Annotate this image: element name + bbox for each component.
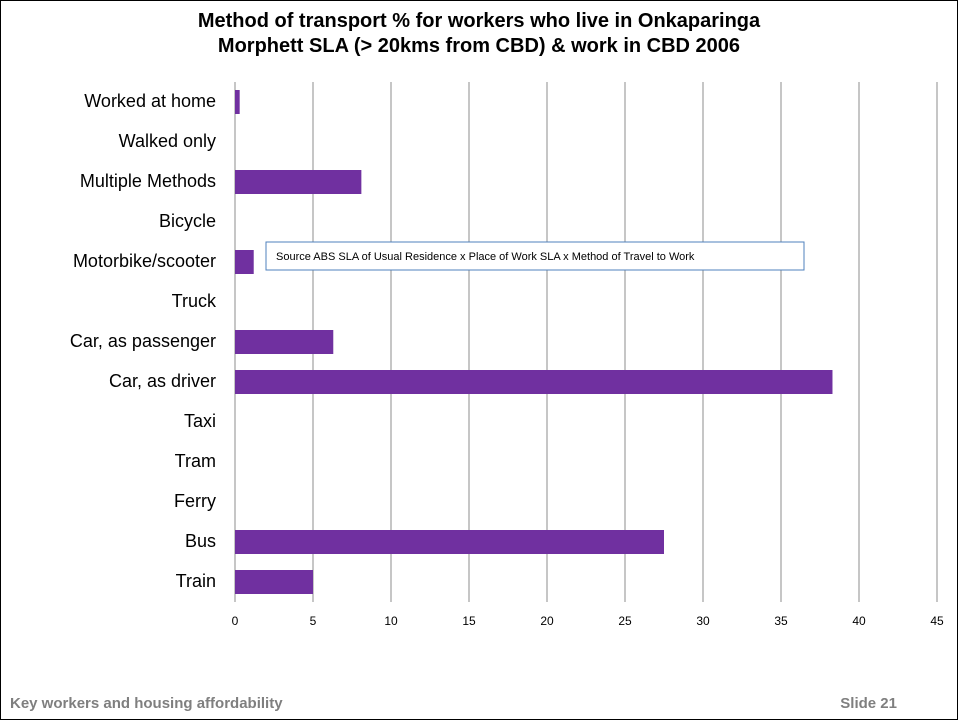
x-tick-label: 35 bbox=[774, 614, 788, 628]
chart-title: Method of transport % for workers who li… bbox=[198, 10, 761, 57]
y-tick-label: Motorbike/scooter bbox=[73, 251, 216, 271]
x-tick-label: 40 bbox=[852, 614, 866, 628]
x-tick-label: 15 bbox=[462, 614, 476, 628]
x-tick-label: 25 bbox=[618, 614, 632, 628]
y-tick-label: Walked only bbox=[119, 131, 216, 151]
annotation-box bbox=[265, 241, 805, 271]
y-tick-label: Taxi bbox=[184, 411, 216, 431]
x-tick-label: 0 bbox=[232, 614, 239, 628]
bar bbox=[235, 530, 664, 554]
x-tick-label: 45 bbox=[930, 614, 944, 628]
annotation: Source ABS SLA of Usual Residence x Plac… bbox=[276, 251, 695, 263]
footer-left: Key workers and housing affordability bbox=[10, 695, 283, 712]
y-tick-label: Car, as passenger bbox=[70, 331, 216, 351]
bar bbox=[235, 170, 362, 194]
y-tick-label: Ferry bbox=[174, 491, 216, 511]
footer-right: Slide 21 bbox=[840, 695, 897, 712]
y-tick-label: Bus bbox=[185, 531, 216, 551]
bar bbox=[235, 570, 313, 594]
y-tick-label: Car, as driver bbox=[109, 371, 216, 391]
y-tick-label: Worked at home bbox=[84, 91, 216, 111]
y-tick-label: Multiple Methods bbox=[80, 171, 216, 191]
x-tick-label: 30 bbox=[696, 614, 710, 628]
bar bbox=[235, 370, 833, 394]
y-tick-label: Train bbox=[176, 571, 216, 591]
y-tick-label: Bicycle bbox=[159, 211, 216, 231]
bar bbox=[235, 250, 254, 274]
y-tick-label: Truck bbox=[172, 291, 217, 311]
bar bbox=[235, 90, 240, 114]
x-tick-label: 20 bbox=[540, 614, 554, 628]
y-tick-label: Tram bbox=[175, 451, 216, 471]
x-tick-label: 5 bbox=[310, 614, 317, 628]
bar bbox=[235, 330, 334, 354]
x-tick-label: 10 bbox=[384, 614, 398, 628]
